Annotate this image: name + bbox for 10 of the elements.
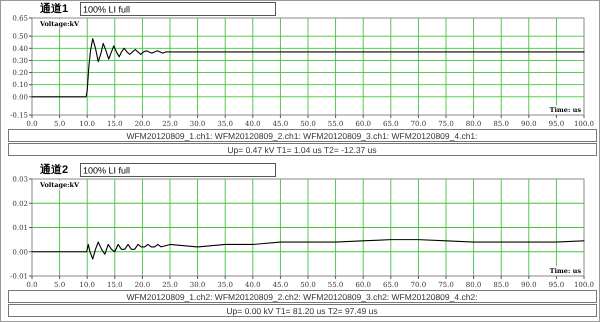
chart-title: 通道2 [39,163,68,176]
line-series [31,239,585,260]
line-series [31,38,585,98]
text: Up= 0.00 kV T1= 81.20 us T2= 97.49 us [226,306,378,316]
text: WFM20120809_1.ch2: WFM20120809_2.ch2: WFM20120809_3.ch2: WFM20120809_4.ch2: [126,292,478,302]
text: WFM20120809_1.ch1: WFM20120809_2.ch1: WFM20120809_3.ch1: WFM20120809_4.ch1: [126,131,478,141]
text: Up= 0.47 kV T1= 1.04 us T2= -12.37 us [227,145,377,155]
chart-subtitle: 100% LI full [83,166,130,176]
chart-title: 通道1 [39,2,68,15]
chart-subtitle: 100% LI full [83,4,130,14]
